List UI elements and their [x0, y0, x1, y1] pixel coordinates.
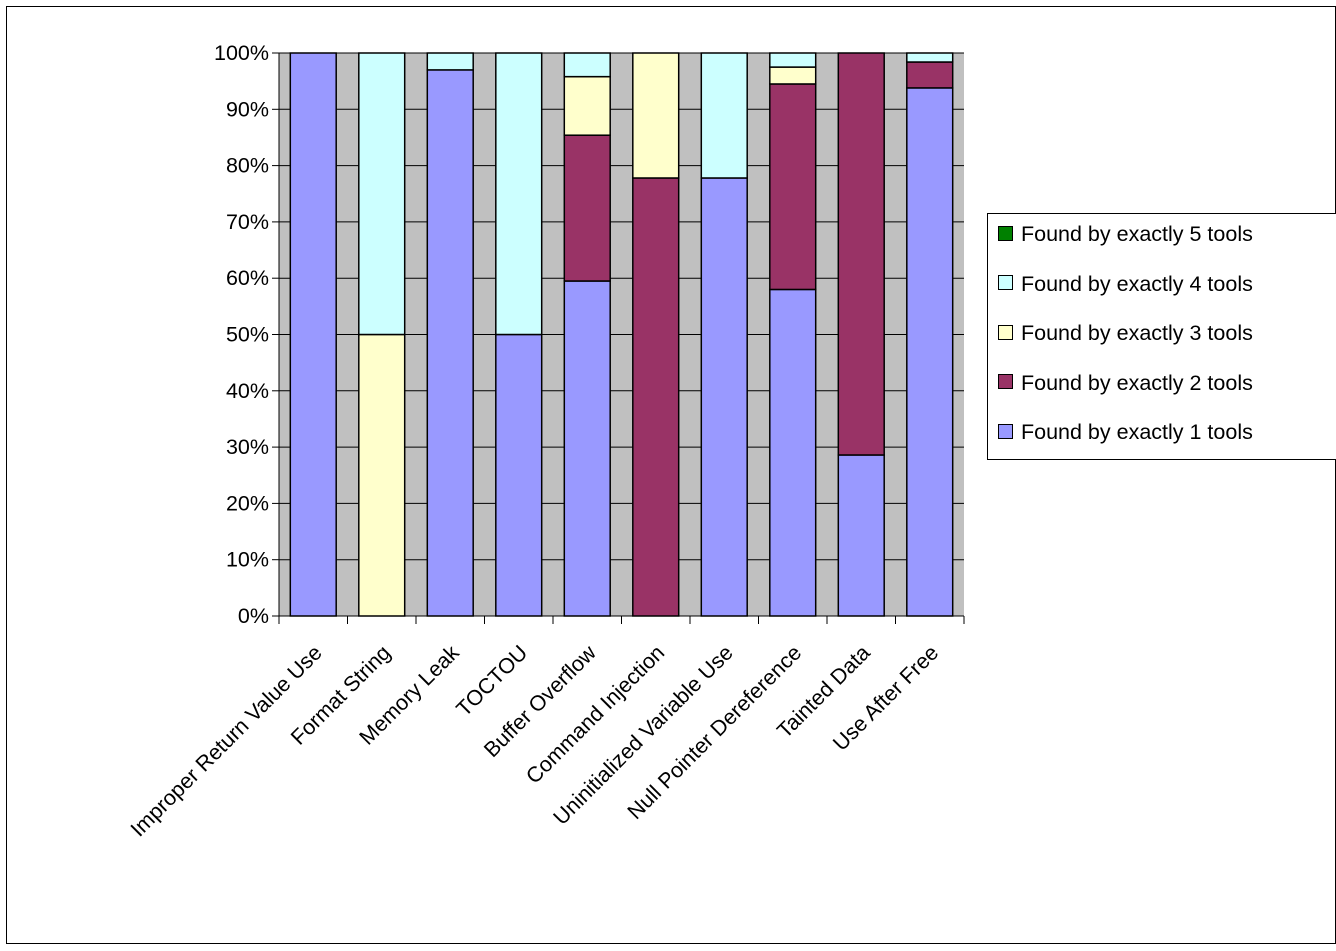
bar-segment-1 [769, 288, 817, 617]
bar-segment-1 [495, 333, 543, 617]
legend-item: Found by exactly 2 tools [998, 368, 1253, 398]
bar-segment-3 [358, 333, 406, 617]
bar-segment-1 [563, 280, 611, 617]
y-tick-label: 60% [226, 266, 269, 290]
bar-segment-4 [906, 52, 954, 63]
bar-segment-1 [700, 177, 748, 617]
bar-segment-2 [769, 83, 817, 291]
legend-item: Found by exactly 1 tools [998, 417, 1253, 447]
legend-item: Found by exactly 4 tools [998, 269, 1253, 299]
chart-legend: Found by exactly 5 tools Found by exactly… [987, 213, 1336, 460]
legend-label: Found by exactly 4 tools [1021, 271, 1253, 296]
bar-segment-2 [563, 134, 611, 282]
bar-segment-2 [837, 52, 885, 456]
bar-segment-4 [563, 52, 611, 78]
bar-segment-1 [426, 69, 474, 617]
bar-segment-3 [769, 66, 817, 85]
y-tick-label: 90% [226, 97, 269, 121]
y-tick-label: 40% [226, 379, 269, 403]
bar-segment-3 [632, 52, 680, 179]
legend-label: Found by exactly 5 tools [1021, 222, 1253, 246]
bar-segment-4 [426, 52, 474, 71]
bar-segment-4 [495, 52, 543, 336]
legend-swatch [998, 275, 1013, 291]
bar-segment-2 [632, 177, 680, 617]
y-tick-label: 50% [226, 323, 269, 347]
y-tick-label: 30% [226, 435, 269, 459]
y-tick-label: 0% [238, 604, 269, 628]
legend-label: Found by exactly 3 tools [1021, 321, 1253, 345]
legend-swatch [998, 324, 1013, 340]
legend-item: Found by exactly 3 tools [998, 318, 1253, 348]
bar-segment-4 [700, 52, 748, 179]
bar-segment-3 [563, 75, 611, 136]
bar-segment-2 [906, 61, 954, 89]
bar-segment-4 [358, 52, 406, 336]
bar-segment-1 [906, 87, 954, 617]
bar-segment-1 [289, 52, 337, 617]
y-tick-label: 10% [226, 548, 269, 572]
y-tick-label: 70% [226, 210, 269, 234]
bar-segment-1 [837, 454, 885, 617]
legend-swatch [998, 374, 1013, 390]
y-tick-label: 20% [226, 491, 269, 515]
y-tick-label: 100% [214, 41, 269, 65]
y-tick-label: 80% [226, 154, 269, 178]
legend-swatch [998, 225, 1013, 241]
legend-item: Found by exactly 5 tools [998, 219, 1253, 249]
legend-label: Found by exactly 1 tools [1021, 420, 1253, 444]
legend-swatch [998, 423, 1013, 439]
legend-label: Found by exactly 2 tools [1021, 370, 1253, 395]
bar-segment-4 [769, 52, 817, 68]
